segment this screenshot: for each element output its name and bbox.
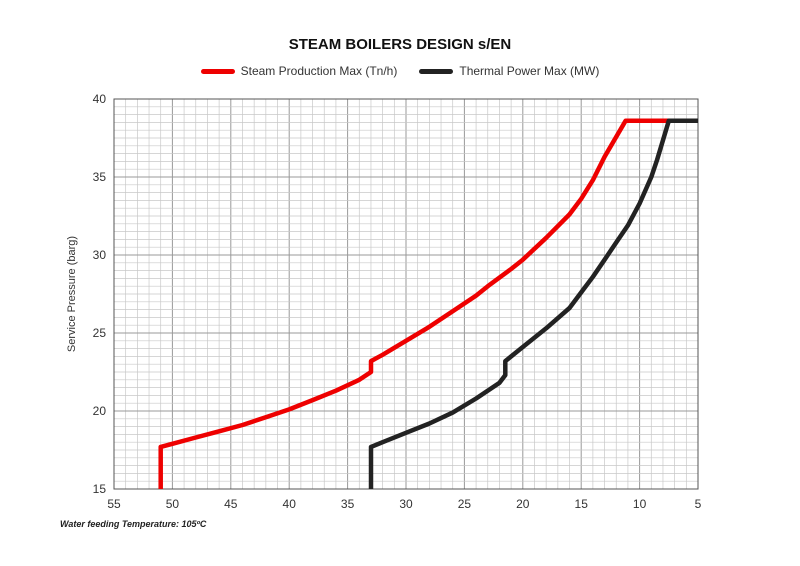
series-line-thermal xyxy=(368,118,698,489)
legend-label-steam: Steam Production Max (Tn/h) xyxy=(240,64,398,78)
series-line-steam xyxy=(158,118,675,489)
x-tick-label: 30 xyxy=(399,497,413,511)
x-tick-label: 20 xyxy=(516,497,530,511)
y-tick-label: 30 xyxy=(93,248,107,262)
x-tick-label: 50 xyxy=(166,497,180,511)
x-tick-label: 40 xyxy=(283,497,297,511)
legend-swatch-thermal xyxy=(419,68,454,74)
chart-legend: Steam Production Max (Tn/h) Thermal Powe… xyxy=(0,64,800,78)
chart-title: STEAM BOILERS DESIGN s/EN xyxy=(288,36,512,53)
plot-frame xyxy=(113,98,699,490)
legend-item-steam: Steam Production Max (Tn/h) xyxy=(200,64,398,78)
y-tick-label: 25 xyxy=(93,326,107,340)
legend-item-thermal: Thermal Power Max (MW) xyxy=(419,64,599,78)
x-tick-label: 15 xyxy=(575,497,589,511)
x-tick-label: 55 xyxy=(107,497,121,511)
footnote: Water feeding Temperature: 105ºC xyxy=(60,519,207,529)
x-tick-label: 5 xyxy=(695,497,702,511)
y-axis-label: Service Pressure (barg) xyxy=(66,236,78,352)
x-tick-label: 25 xyxy=(458,497,472,511)
y-tick-label: 35 xyxy=(93,170,107,184)
chart-grid xyxy=(113,98,699,490)
legend-swatch-steam xyxy=(200,68,235,74)
series-layer xyxy=(158,118,698,489)
tick-labels: 55 50 45 40 35 30 25 20 15 10 5 15 20 25 30 35 40 xyxy=(93,92,702,511)
x-tick-label: 35 xyxy=(341,497,355,511)
x-tick-label: 10 xyxy=(633,497,647,511)
x-tick-label: 45 xyxy=(224,497,238,511)
y-tick-label: 15 xyxy=(93,482,107,496)
y-tick-label: 20 xyxy=(93,404,107,418)
legend-label-thermal: Thermal Power Max (MW) xyxy=(459,64,600,78)
y-tick-label: 40 xyxy=(93,92,107,106)
